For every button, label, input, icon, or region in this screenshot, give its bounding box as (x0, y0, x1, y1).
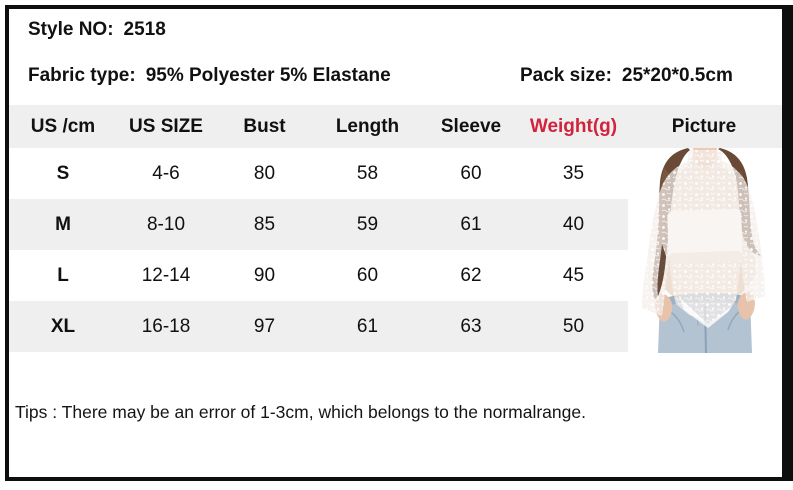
weight-cell: 35 (562, 162, 585, 184)
col-header-us-size: US SIZE (129, 115, 203, 137)
fabric-type-line: Fabric type: 95% Polyester 5% Elastane (28, 65, 391, 87)
weight-cell: 40 (562, 213, 585, 235)
size-cell: L (57, 264, 69, 286)
length-cell: 58 (356, 162, 379, 184)
sleeve-cell: 61 (460, 213, 482, 235)
size-cell: XL (50, 315, 76, 337)
col-header-length: Length (335, 115, 400, 137)
us-size-cell: 8-10 (146, 213, 186, 235)
pack-size-value: 25*20*0.5cm (621, 65, 733, 86)
bust-cell: 85 (253, 213, 276, 235)
table-row-s: S 4-6 80 58 60 35 (9, 148, 782, 199)
sleeve-cell: 60 (460, 162, 482, 184)
chart-frame: Style NO: 2518 Fabric type: 95% Polyester … (5, 5, 793, 481)
length-cell: 61 (356, 315, 379, 337)
size-table: US /cm US SIZE Bust Length Sleeve Weight… (9, 105, 782, 352)
pack-size-label: Pack size: (520, 65, 612, 86)
bust-cell: 90 (253, 264, 276, 286)
chest-band (667, 208, 743, 264)
us-size-cell: 12-14 (141, 264, 191, 286)
length-cell: 59 (356, 213, 379, 235)
us-size-cell: 16-18 (141, 315, 191, 337)
col-header-picture: Picture (671, 115, 737, 137)
length-cell: 60 (356, 264, 379, 286)
style-number-value: 2518 (123, 19, 166, 40)
style-number-line: Style NO: 2518 (28, 19, 166, 41)
bust-cell: 80 (253, 162, 276, 184)
fabric-type-label: Fabric type: (28, 65, 136, 86)
size-table-header-row: US /cm US SIZE Bust Length Sleeve Weight… (9, 105, 782, 148)
tips-note: Tips : There may be an error of 1-3cm, w… (15, 402, 586, 422)
col-header-sleeve: Sleeve (440, 115, 502, 137)
col-header-bust: Bust (243, 115, 286, 137)
size-cell: S (56, 162, 70, 184)
us-size-cell: 4-6 (152, 162, 180, 184)
weight-cell: 50 (562, 315, 585, 337)
sleeve-cell: 62 (460, 264, 482, 286)
product-photo (628, 148, 782, 353)
col-header-us-cm: US /cm (30, 115, 96, 137)
weight-cell: 45 (562, 264, 585, 286)
pack-size-line: Pack size: 25*20*0.5cm (520, 65, 733, 87)
fabric-type-value: 95% Polyester 5% Elastane (145, 65, 391, 86)
table-row-l: L 12-14 90 60 62 45 (9, 250, 782, 301)
style-number-label: Style NO: (28, 19, 114, 40)
col-header-weight: Weight(g) (529, 115, 618, 137)
size-cell: M (55, 213, 71, 235)
bust-cell: 97 (253, 315, 276, 337)
sleeve-cell: 63 (460, 315, 482, 337)
